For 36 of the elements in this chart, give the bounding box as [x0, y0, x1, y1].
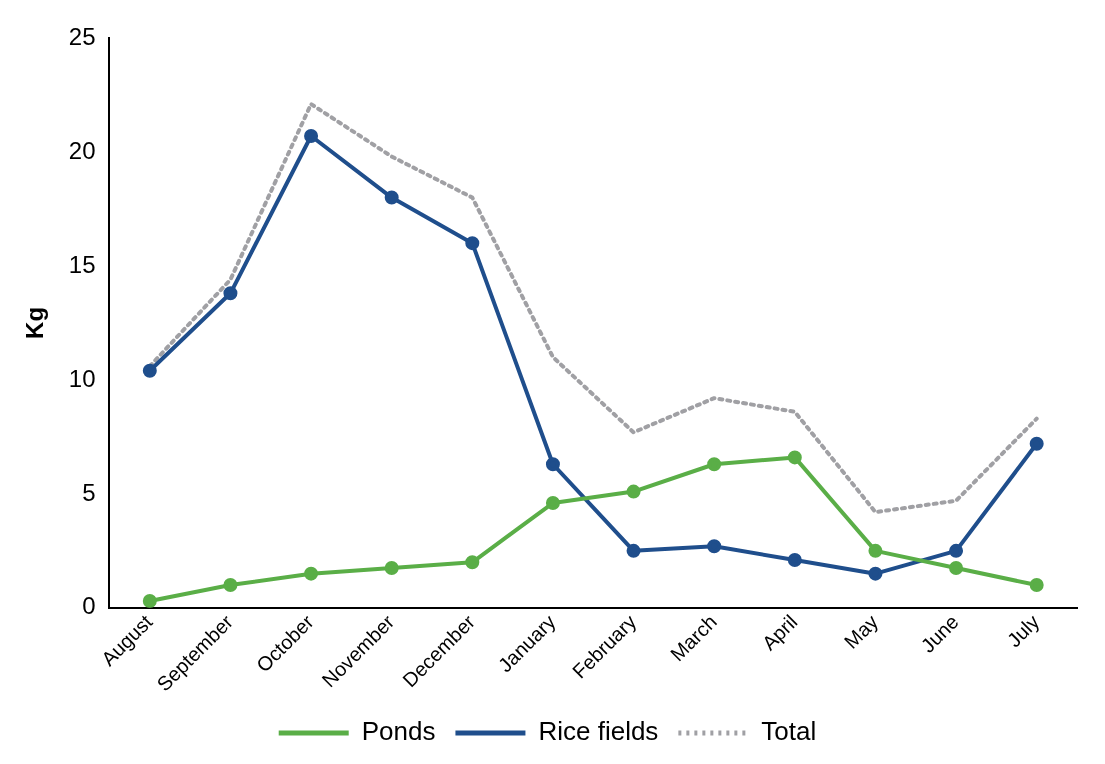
- point: [787, 450, 802, 465]
- point: [545, 496, 560, 510]
- point: [1029, 436, 1044, 451]
- x-tick-label: May: [839, 610, 883, 653]
- point: [707, 539, 722, 554]
- point: [626, 543, 641, 558]
- legend-label: Rice fields: [538, 716, 659, 747]
- point: [868, 566, 883, 581]
- y-tick-label: 25: [68, 22, 96, 50]
- point: [868, 543, 883, 558]
- point: [223, 578, 238, 593]
- y-tick-label: 15: [68, 250, 96, 278]
- legend-label: Total: [761, 716, 817, 747]
- y-tick-label: 0: [82, 592, 96, 620]
- y-tick-label: 20: [68, 136, 96, 164]
- point: [545, 457, 560, 472]
- point: [707, 457, 722, 472]
- point: [223, 286, 238, 301]
- point: [304, 566, 319, 581]
- point: [465, 236, 480, 251]
- point: [142, 363, 157, 378]
- y-tick-label: 5: [82, 478, 96, 506]
- point: [787, 552, 802, 567]
- y-axis-title: Kg: [21, 306, 49, 339]
- point: [949, 560, 964, 575]
- point: [384, 190, 399, 205]
- point: [949, 543, 964, 558]
- y-tick-label: 10: [68, 364, 96, 392]
- point: [304, 129, 319, 144]
- point: [142, 594, 157, 608]
- legend-label: Ponds: [361, 716, 436, 747]
- point: [1029, 578, 1044, 593]
- x-tick-label: July: [1002, 610, 1044, 652]
- point: [384, 560, 399, 575]
- point: [626, 484, 641, 499]
- point: [465, 555, 480, 570]
